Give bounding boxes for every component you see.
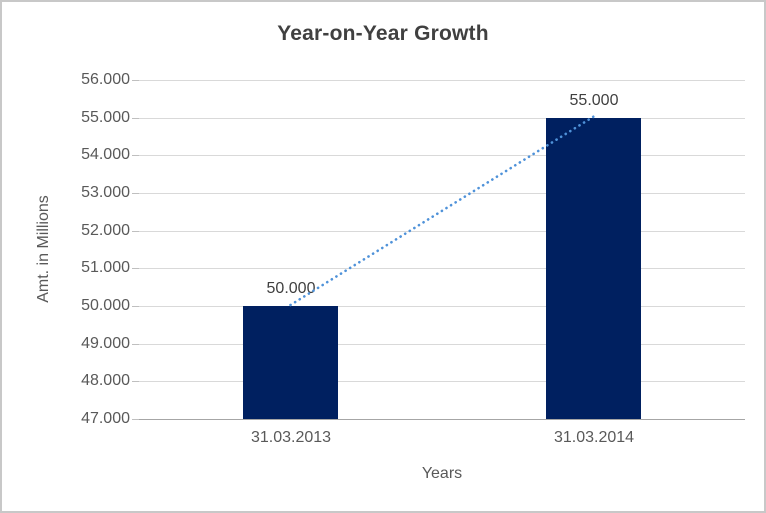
y-axis-tick-mark xyxy=(132,268,139,269)
y-axis-tick-label: 56.000 xyxy=(81,71,130,88)
trendline xyxy=(289,115,595,307)
bar xyxy=(243,306,338,419)
y-axis-tick-label: 54.000 xyxy=(81,146,130,163)
y-axis-tick-mark xyxy=(132,80,139,81)
x-axis-category-label: 31.03.2013 xyxy=(250,429,332,446)
y-axis-tick-mark xyxy=(132,118,139,119)
gridline xyxy=(139,80,745,81)
gridline xyxy=(139,306,745,307)
y-axis-tick-mark xyxy=(132,419,139,420)
gridline xyxy=(139,381,745,382)
x-axis-line xyxy=(139,419,745,420)
x-axis-category-label: 31.03.2014 xyxy=(553,429,635,446)
gridline xyxy=(139,231,745,232)
y-axis-tick-mark xyxy=(132,381,139,382)
x-axis-title: Years xyxy=(421,465,463,482)
gridline xyxy=(139,118,745,119)
y-axis-tick-label: 55.000 xyxy=(81,109,130,126)
y-axis-tick-mark xyxy=(132,306,139,307)
y-axis-tick-mark xyxy=(132,155,139,156)
y-axis-tick-label: 51.000 xyxy=(81,259,130,276)
data-label: 55.000 xyxy=(569,92,619,109)
y-axis-tick-label: 49.000 xyxy=(81,335,130,352)
y-axis-title: Amt. in Millions xyxy=(35,195,52,303)
y-axis-tick-label: 48.000 xyxy=(81,372,130,389)
y-axis-tick-label: 53.000 xyxy=(81,184,130,201)
y-axis-tick-label: 50.000 xyxy=(81,297,130,314)
chart-title: Year-on-Year Growth xyxy=(277,22,489,45)
bar xyxy=(546,118,641,419)
gridline xyxy=(139,155,745,156)
gridline xyxy=(139,344,745,345)
gridline xyxy=(139,193,745,194)
plot-area: 50.000 55.000 xyxy=(139,80,745,420)
y-axis-tick-mark xyxy=(132,193,139,194)
y-axis-tick-label: 52.000 xyxy=(81,222,130,239)
y-axis-tick-label: 47.000 xyxy=(81,410,130,427)
data-label: 50.000 xyxy=(266,280,316,297)
y-axis-tick-mark xyxy=(132,344,139,345)
y-axis-tick-mark xyxy=(132,231,139,232)
gridline xyxy=(139,268,745,269)
